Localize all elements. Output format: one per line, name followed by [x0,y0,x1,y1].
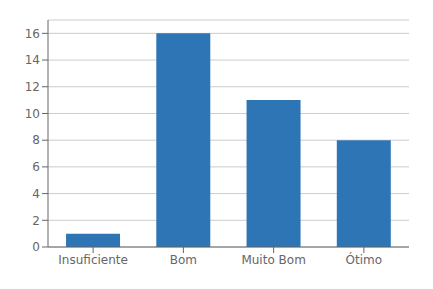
svg-text:Ótimo: Ótimo [346,252,383,267]
svg-text:4: 4 [32,187,40,201]
svg-text:2: 2 [32,214,40,228]
svg-text:14: 14 [25,53,40,67]
svg-text:Muito Bom: Muito Bom [241,253,305,267]
svg-text:10: 10 [25,107,40,121]
svg-text:16: 16 [25,27,40,41]
svg-text:8: 8 [32,133,40,147]
svg-text:12: 12 [25,80,40,94]
svg-text:0: 0 [32,240,40,254]
svg-text:Bom: Bom [170,253,197,267]
svg-text:6: 6 [32,160,40,174]
svg-text:Insuficiente: Insuficiente [58,253,128,267]
